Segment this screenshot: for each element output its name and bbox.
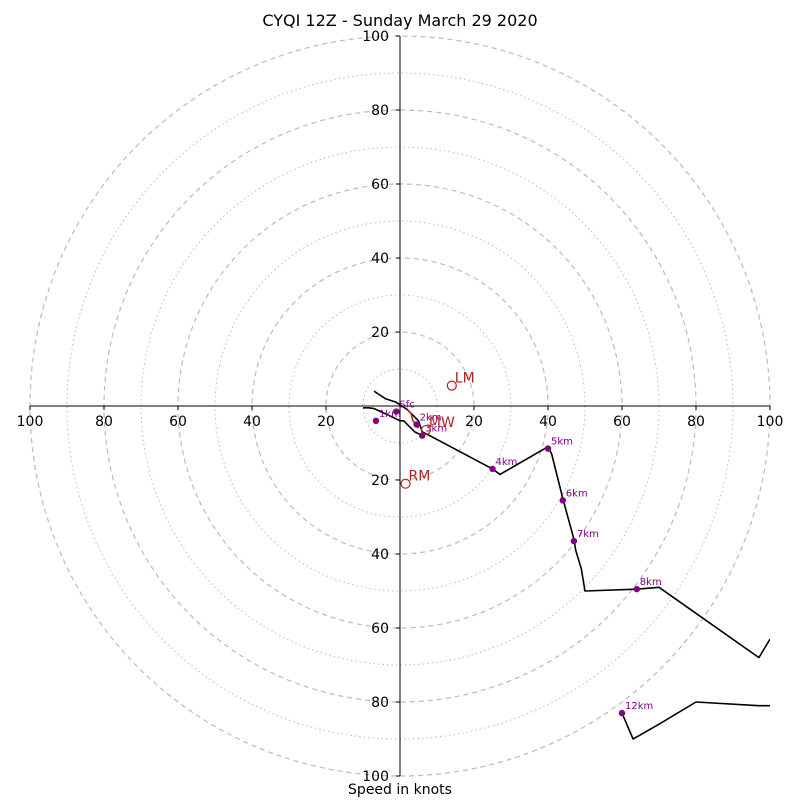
height-marker (489, 465, 496, 473)
x-tick-label: 80 (687, 414, 705, 430)
height-marker (618, 709, 626, 717)
height-label: 7km (577, 529, 599, 540)
y-tick-label: 80 (371, 103, 389, 119)
y-tick-label: 20 (371, 473, 389, 489)
height-marker (372, 417, 380, 424)
x-tick-label: 40 (243, 414, 261, 430)
height-label: 2km (420, 413, 442, 424)
x-tick-label: 40 (539, 414, 557, 430)
height-label: 4km (496, 457, 518, 468)
y-tick-label: 60 (371, 177, 389, 193)
x-tick-label: 100 (757, 414, 784, 430)
height-marker (544, 445, 552, 452)
height-marker (393, 408, 400, 415)
x-tick-label: 100 (17, 414, 44, 430)
storm-motion-marker (400, 478, 411, 489)
y-tick-label: 20 (371, 325, 389, 341)
y-tick-label: 40 (371, 251, 389, 267)
x-tick-label: 60 (169, 414, 187, 430)
height-label: 12km (625, 701, 653, 712)
y-tick-label: 40 (371, 547, 389, 563)
height-marker (633, 585, 640, 593)
hodograph-upper-line (621, 701, 770, 740)
height-label: 1km (379, 409, 401, 420)
storm-motion-label: RM (409, 469, 431, 485)
storm-motion-marker (420, 424, 431, 436)
height-label: 8km (640, 577, 662, 588)
height-label: 5km (551, 437, 573, 448)
height-marker (413, 421, 420, 428)
height-label: 3km (425, 424, 447, 435)
y-tick-label: 100 (362, 769, 389, 785)
storm-motion-label: LM (455, 371, 475, 387)
hodograph-lower-line (363, 407, 423, 437)
x-tick-label: 20 (317, 414, 335, 430)
y-tick-label: 80 (371, 695, 389, 711)
x-tick-label: 20 (465, 414, 483, 430)
height-label: Sfc (399, 400, 414, 411)
storm-motion-label: MW (429, 415, 455, 431)
storm-motion-marker (446, 380, 457, 391)
x-tick-label: 80 (95, 414, 113, 430)
height-label: 6km (566, 488, 588, 499)
x-tick-label: 60 (613, 414, 631, 430)
height-marker (559, 497, 566, 504)
height-marker (570, 537, 578, 545)
y-tick-label: 60 (371, 621, 389, 637)
chart-title: CYQI 12Z - Sunday March 29 2020 (262, 11, 538, 30)
x-axis-label: Speed in knots (348, 782, 452, 798)
y-tick-label: 100 (362, 29, 389, 45)
